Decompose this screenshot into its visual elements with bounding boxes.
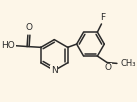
Text: N: N bbox=[51, 66, 58, 75]
Text: O: O bbox=[105, 63, 112, 72]
Text: CH₃: CH₃ bbox=[120, 59, 136, 68]
Text: O: O bbox=[25, 23, 32, 32]
Text: HO: HO bbox=[1, 41, 15, 50]
Text: F: F bbox=[100, 13, 105, 22]
